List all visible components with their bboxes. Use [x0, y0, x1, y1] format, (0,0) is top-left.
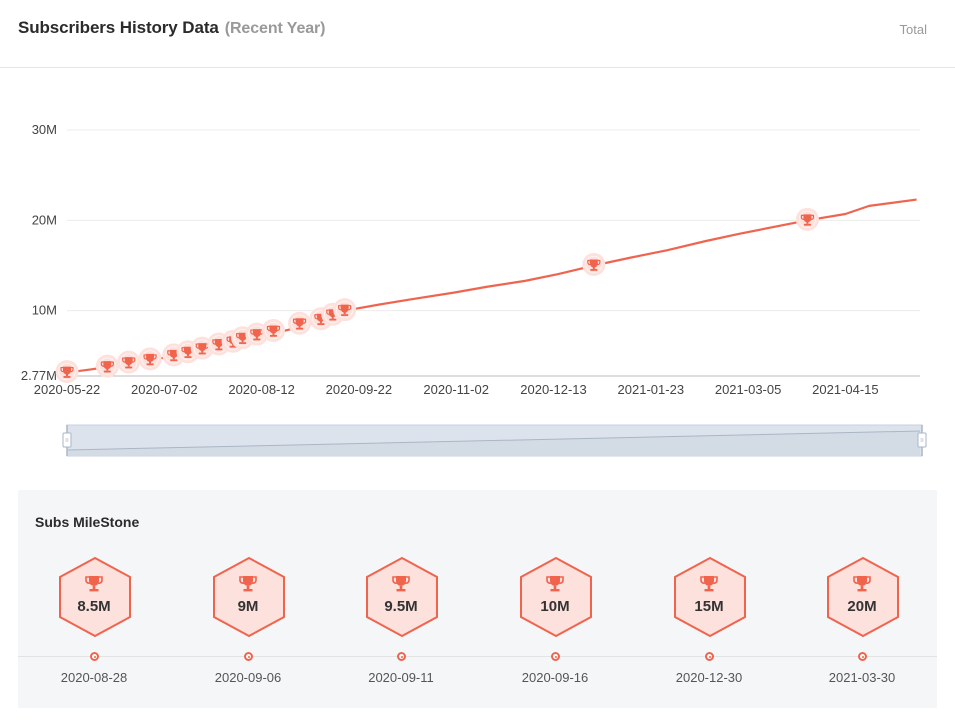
milestone-marker [795, 207, 819, 231]
milestone-hexagon [520, 556, 592, 638]
trophy-icon [167, 349, 181, 362]
x-tick-label: 2021-01-23 [618, 382, 685, 397]
milestone-marker [582, 253, 606, 277]
milestone-item: 8.5M 2020-08-28 [29, 556, 159, 696]
slider-preview-area [68, 431, 920, 455]
x-tick-label: 2021-03-05 [715, 382, 782, 397]
x-tick-label: 2020-08-12 [228, 382, 295, 397]
x-tick-label: 2020-05-22 [34, 382, 101, 397]
trophy-icon [546, 576, 564, 592]
milestone-marker [55, 360, 79, 384]
trophy-icon [800, 214, 815, 226]
x-tick-label: 2021-04-15 [812, 382, 879, 397]
slider-handle[interactable] [62, 432, 72, 448]
milestone-marker [261, 318, 285, 342]
x-tick-label: 2020-12-13 [520, 382, 587, 397]
milestone-marker [245, 322, 269, 346]
trophy-icon [100, 361, 114, 373]
milestone-item: 15M 2020-12-30 [644, 556, 774, 696]
milestone-item: 10M 2020-09-16 [490, 556, 620, 696]
milestone-marker [138, 347, 162, 371]
milestone-value: 8.5M [77, 598, 111, 615]
timeline-dot [705, 652, 714, 661]
milestone-value: 15M [694, 598, 724, 615]
timeline-dot [551, 652, 560, 661]
milestone-hexagon [674, 556, 746, 638]
page-title: Subscribers History Data (Recent Year) [18, 18, 326, 38]
milestone-marker [117, 350, 141, 374]
trophy-icon [338, 304, 352, 316]
total-toggle[interactable]: Total [899, 22, 927, 37]
milestone-marker [333, 298, 357, 322]
y-tick-label: 30M [32, 122, 57, 137]
timeline-dot [90, 652, 99, 661]
trophy-icon [292, 318, 307, 330]
timeline-line [18, 656, 937, 657]
timeline-dot [244, 652, 253, 661]
title-text: Subscribers History Data [18, 18, 219, 37]
milestone-hexagon [366, 556, 438, 638]
slider-handle[interactable] [917, 432, 927, 448]
trophy-icon [60, 366, 74, 378]
milestone-hexagon [59, 556, 131, 638]
y-axis: 30M 20M 10M 2.77M [21, 122, 57, 383]
milestone-marker [288, 311, 312, 335]
timeline-dot [858, 652, 867, 661]
milestone-date: 2021-03-30 [828, 670, 896, 685]
zoom-slider[interactable] [62, 424, 927, 457]
milestone-date: 2020-09-16 [521, 670, 589, 685]
trophy-icon [700, 576, 718, 592]
milestone-item: 9.5M 2020-09-11 [336, 556, 466, 696]
grid-layer [67, 129, 920, 377]
y-tick-label: 20M [32, 212, 57, 227]
x-tick-label: 2020-11-02 [423, 382, 489, 397]
milestone-date: 2020-09-06 [214, 670, 282, 685]
milestone-value: 9M [237, 598, 259, 615]
timeline-dot [397, 652, 406, 661]
milestone-panel: Subs MileStone 8.5M 2020-08-28 9M 2020-09-0… [18, 490, 937, 708]
milestone-item: 20M 2021-03-30 [797, 556, 927, 696]
milestone-date: 2020-09-11 [368, 670, 434, 685]
milestone-title: Subs MileStone [35, 514, 140, 530]
trophy-icon [212, 339, 226, 351]
milestone-value: 10M [540, 598, 570, 615]
trophy-icon [239, 576, 257, 592]
milestone-value: 20M [847, 598, 877, 615]
y-tick-label: 2.77M [21, 368, 57, 383]
trophy-icon [587, 259, 601, 271]
trophy-icon [266, 325, 281, 337]
slider-preview-line [67, 430, 921, 451]
marker-layer [55, 207, 819, 384]
title-subtitle: (Recent Year) [224, 20, 326, 37]
trophy-icon [392, 576, 410, 592]
milestone-item: 9M 2020-09-06 [183, 556, 313, 696]
milestone-hexagon [827, 556, 899, 638]
milestone-date: 2020-12-30 [675, 670, 743, 685]
trophy-icon [85, 576, 103, 592]
trophy-icon [122, 357, 136, 369]
milestone-value: 9.5M [384, 598, 418, 615]
y-tick-label: 10M [32, 303, 57, 318]
trophy-icon [143, 353, 157, 366]
trophy-icon [853, 576, 871, 592]
x-axis: 2020-05-22 2020-07-02 2020-08-12 2020-09-22… [34, 382, 879, 397]
header: Subscribers History Data (Recent Year) To… [0, 0, 955, 68]
milestone-date: 2020-08-28 [60, 670, 128, 685]
x-tick-label: 2020-07-02 [131, 382, 198, 397]
milestone-marker [95, 354, 119, 378]
x-tick-label: 2020-09-22 [326, 382, 393, 397]
milestone-hexagon [213, 556, 285, 638]
